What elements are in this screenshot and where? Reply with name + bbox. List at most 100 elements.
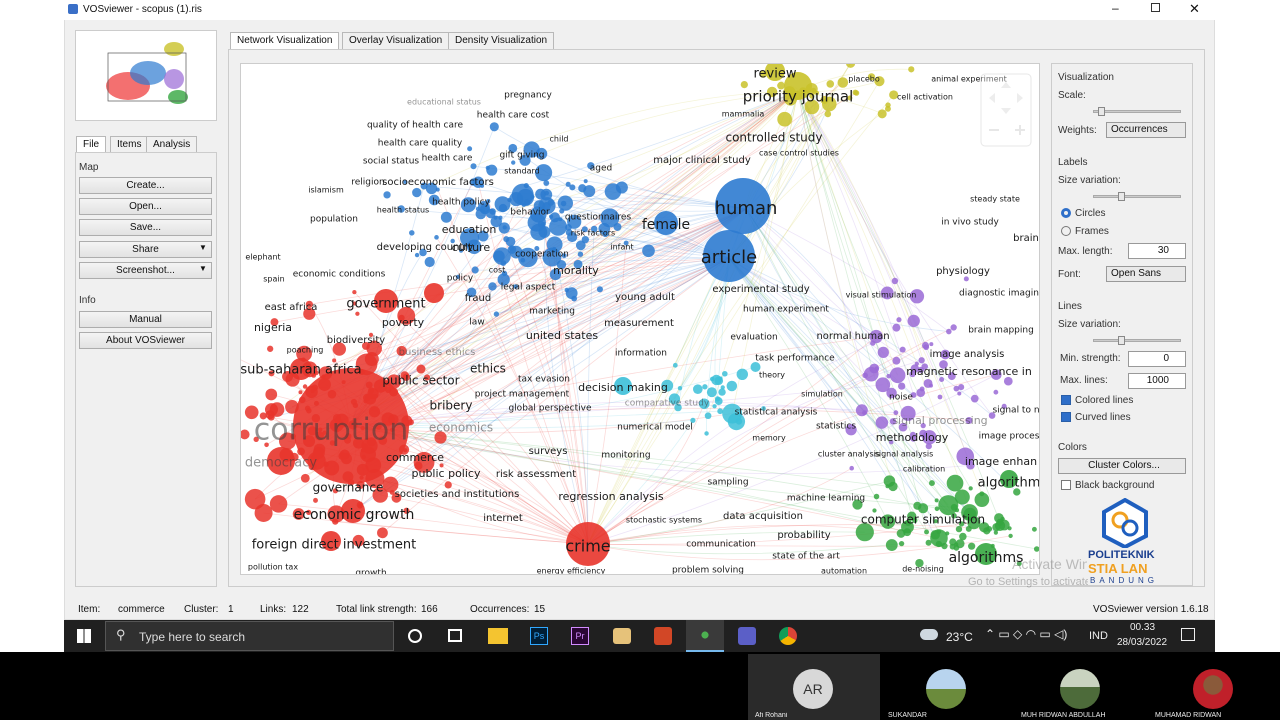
map-button[interactable]: Open... [79,198,212,215]
task-view-icon[interactable] [448,629,462,642]
left-tab[interactable]: Items [110,136,149,153]
major-node [290,358,312,380]
left-tab[interactable]: File [76,136,107,153]
slider-knob[interactable] [1118,336,1125,345]
notification-icon[interactable] [1181,628,1195,641]
node [849,465,855,471]
node [706,387,717,398]
language-indicator[interactable]: IND [1089,630,1108,642]
left-tab[interactable]: Analysis [146,136,198,153]
checkbox-label[interactable]: Curved lines [1075,412,1131,423]
chrome-icon[interactable] [779,627,797,645]
label-size-slider[interactable] [1093,192,1181,201]
node [974,492,990,508]
node [561,253,567,259]
link [587,336,877,545]
checkbox-checked[interactable] [1061,412,1071,422]
max-lines-input[interactable]: 1000 [1128,373,1186,389]
node [722,403,743,424]
link [343,257,730,383]
dropdown-arrow[interactable]: ▼ [199,264,207,273]
link [797,90,933,484]
node [523,141,540,158]
minimize-button[interactable]: – [1112,1,1119,15]
view-tab[interactable]: Density Visualization [448,32,555,49]
checkbox-label[interactable]: Black background [1075,480,1155,491]
node [434,235,439,240]
teams-icon[interactable] [738,627,756,645]
max-length-input[interactable]: 30 [1128,243,1186,259]
cortana-icon[interactable] [408,629,422,643]
line-size-slider[interactable] [1093,336,1181,345]
weather-temp[interactable]: 23°C [946,630,973,644]
radio-label[interactable]: Circles [1075,208,1106,219]
node [264,442,269,448]
vosviewer-icon[interactable] [697,627,713,643]
font-select[interactable]: Open Sans [1106,266,1186,282]
node [668,393,681,405]
clock-date[interactable]: 28/03/2022 [1117,637,1168,648]
participant-name: MUHAMAD RIDWAN [1155,712,1222,719]
tray-icons[interactable]: ⌃ ▭ ◇ ◠ ▭ ◁) [985,627,1068,641]
node [814,90,820,96]
node [714,396,721,402]
section-header: Labels [1058,157,1088,168]
map-button[interactable]: Create... [79,177,212,194]
node [583,179,588,184]
link [797,90,993,416]
radio[interactable] [1061,226,1071,236]
powerpoint-icon[interactable] [654,627,672,645]
term-label: mammalia [722,110,765,119]
slider-knob[interactable] [1118,192,1125,201]
dropdown-arrow[interactable]: ▼ [199,243,207,252]
checkbox[interactable] [1061,480,1071,490]
term-label: risk assessment [496,469,576,480]
checkbox-checked[interactable] [1061,395,1071,405]
restore-button[interactable] [1151,3,1160,12]
scale-slider[interactable] [1093,107,1181,116]
info-button[interactable]: Manual [79,311,212,328]
clock-time[interactable]: 00.33 [1130,622,1156,633]
view-tab[interactable]: Network Visualization [230,32,340,49]
term-label: health care quality [378,139,463,149]
overview-blue [130,61,166,85]
radio-label[interactable]: Frames [1075,226,1109,237]
view-tab[interactable]: Overlay Visualization [342,32,450,49]
premiere-icon[interactable]: Pr [571,627,589,645]
close-button[interactable]: ✕ [1189,1,1200,16]
link [403,257,730,450]
map-button[interactable]: Share [79,241,212,258]
explorer-icon[interactable] [488,628,508,644]
info-button[interactable]: About VOSviewer [79,332,212,349]
node [513,284,518,289]
app-icon[interactable] [613,628,631,644]
node [466,287,477,298]
term-label: cluster analysis [818,450,880,459]
network-visualization[interactable]: corruption government sub-saharan africa ec… [240,63,1040,575]
node [915,558,924,568]
min-strength-input[interactable]: 0 [1128,351,1186,367]
link [587,374,997,545]
radio-checked[interactable] [1061,208,1071,218]
term-label: behavior [510,208,550,218]
cluster-colors-button[interactable]: Cluster Colors... [1058,458,1186,474]
search-placeholder[interactable]: Type here to search [139,630,246,644]
term-label: culture [452,241,491,254]
zoom-control[interactable] [980,73,1032,147]
link [745,208,955,516]
term-label: steady state [970,195,1020,204]
link [587,345,926,545]
link [350,404,896,427]
start-button[interactable] [77,629,91,643]
link [797,90,1001,523]
overview-map[interactable] [75,30,217,121]
weights-select[interactable]: Occurrences [1106,122,1186,138]
slider-knob[interactable] [1098,107,1105,116]
term-label: article [701,247,757,268]
map-button[interactable]: Screenshot... [79,262,212,279]
active-app-tile[interactable] [686,620,724,652]
search-box[interactable] [105,621,394,651]
map-button[interactable]: Save... [79,219,212,236]
checkbox-label[interactable]: Colored lines [1075,395,1134,406]
photoshop-icon[interactable]: Ps [530,627,548,645]
